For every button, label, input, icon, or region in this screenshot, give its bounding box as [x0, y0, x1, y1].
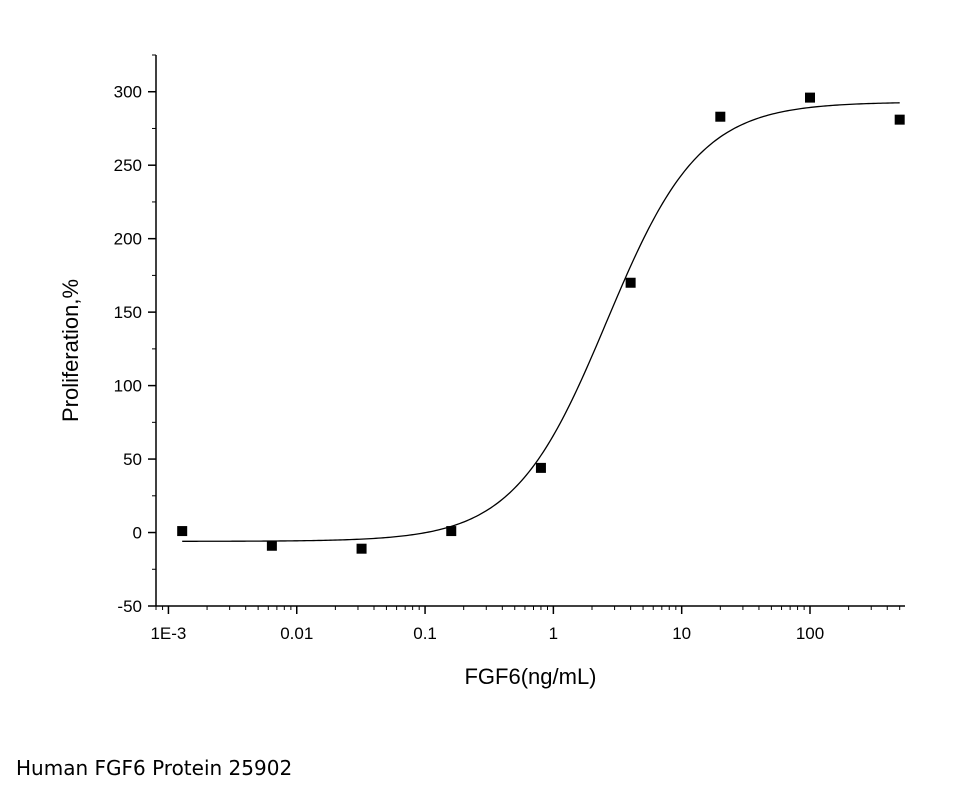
- x-tick-label: 0.1: [413, 624, 437, 643]
- y-tick-label: 300: [114, 83, 142, 102]
- x-tick-label: 100: [796, 624, 824, 643]
- x-tick-label: 0.01: [280, 624, 313, 643]
- data-point: [177, 526, 188, 537]
- y-tick-label: 200: [114, 230, 142, 249]
- y-tick-label: 50: [123, 450, 142, 469]
- x-tick-label: 1: [549, 624, 558, 643]
- axes: -50 0 50 100 150 200 250 300 1E-3 0.01 0.1 1 10 100: [114, 54, 905, 643]
- y-tick-label: 0: [133, 524, 142, 543]
- y-tick-label: -50: [117, 597, 142, 616]
- x-axis-title: FGF6(ng/mL): [464, 664, 596, 689]
- data-point: [266, 540, 277, 551]
- data-points-layer: [177, 92, 905, 554]
- fit-curve-layer: [182, 102, 900, 542]
- y-tick-label: 150: [114, 303, 142, 322]
- data-point: [446, 526, 457, 537]
- y-tick-label: 100: [114, 377, 142, 396]
- x-tick-label: 10: [672, 624, 691, 643]
- y-axis-title: Proliferation,%: [58, 279, 83, 422]
- data-point: [356, 543, 367, 554]
- data-point: [535, 462, 546, 473]
- data-point: [715, 111, 726, 122]
- data-point: [625, 277, 636, 288]
- fit-curve-line: [182, 102, 900, 542]
- data-point: [805, 92, 816, 103]
- y-tick-label: 250: [114, 156, 142, 175]
- x-tick-label: 1E-3: [150, 624, 186, 643]
- data-point: [894, 114, 905, 125]
- figure-caption: Human FGF6 Protein 25902: [16, 756, 293, 780]
- dose-response-chart: -50 0 50 100 150 200 250 300 1E-3 0.01 0.1 1 10 100 F…: [58, 54, 905, 689]
